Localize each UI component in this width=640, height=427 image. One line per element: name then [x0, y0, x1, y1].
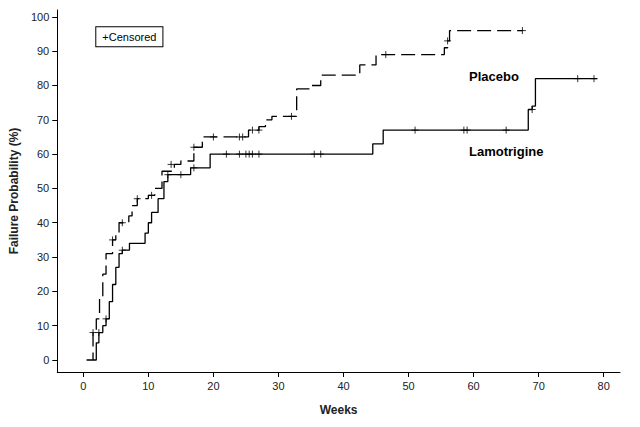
- svg-text:0: 0: [80, 380, 86, 392]
- svg-text:Placebo: Placebo: [469, 69, 519, 84]
- svg-text:0: 0: [43, 354, 49, 366]
- svg-text:10: 10: [37, 320, 49, 332]
- svg-text:10: 10: [142, 380, 154, 392]
- svg-text:60: 60: [467, 380, 479, 392]
- svg-text:80: 80: [598, 380, 610, 392]
- svg-text:40: 40: [337, 380, 349, 392]
- svg-text:50: 50: [402, 380, 414, 392]
- svg-text:40: 40: [37, 217, 49, 229]
- svg-text:70: 70: [533, 380, 545, 392]
- svg-text:20: 20: [37, 285, 49, 297]
- svg-text:Failure Probability (%): Failure Probability (%): [7, 128, 21, 255]
- svg-text:20: 20: [207, 380, 219, 392]
- svg-text:30: 30: [272, 380, 284, 392]
- svg-text:100: 100: [31, 11, 49, 23]
- svg-text:80: 80: [37, 79, 49, 91]
- svg-text:+Censored: +Censored: [102, 31, 156, 43]
- svg-text:70: 70: [37, 114, 49, 126]
- svg-text:30: 30: [37, 251, 49, 263]
- svg-text:60: 60: [37, 148, 49, 160]
- svg-text:90: 90: [37, 45, 49, 57]
- svg-text:Lamotrigine: Lamotrigine: [469, 144, 543, 159]
- svg-text:50: 50: [37, 182, 49, 194]
- svg-text:Weeks: Weeks: [320, 403, 358, 417]
